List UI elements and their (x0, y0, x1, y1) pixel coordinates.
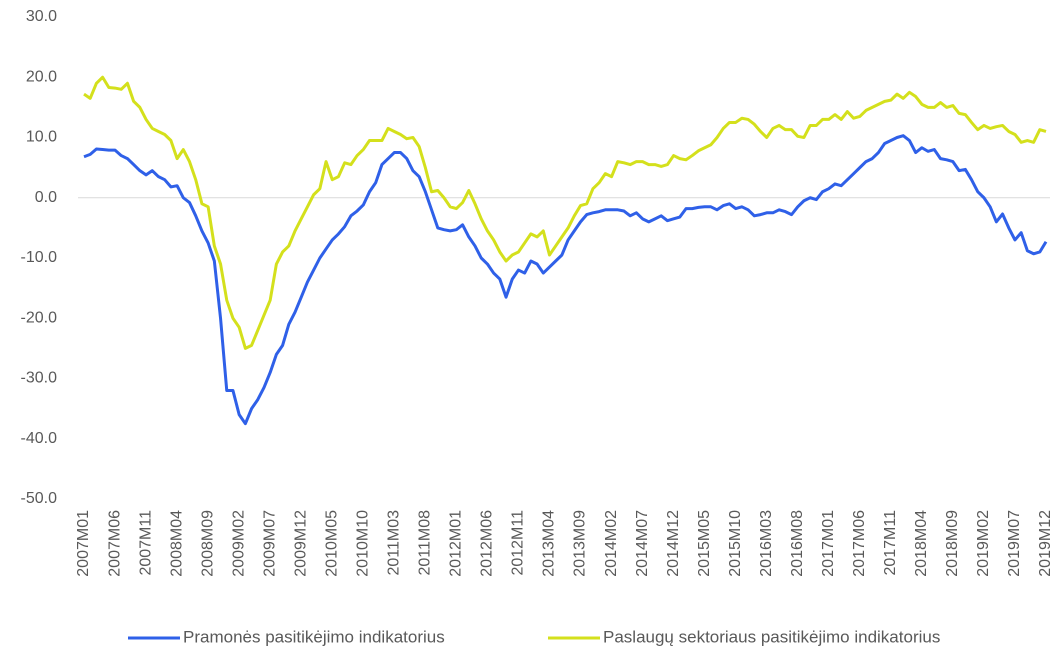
x-tick-label: 2017M06 (851, 510, 868, 577)
y-tick-label: 30.0 (26, 8, 57, 25)
series-line (83, 134, 1048, 426)
x-tick-label: 2011M03 (386, 510, 403, 576)
x-tick-label: 2014M02 (603, 510, 620, 577)
x-tick-label: 2009M02 (230, 510, 247, 577)
x-tick-label: 2012M01 (448, 510, 465, 577)
y-tick-label: -20.0 (21, 309, 58, 326)
x-tick-label: 2008M04 (168, 510, 185, 577)
legend-label: Paslaugų sektoriaus pasitikėjimo indikat… (603, 627, 940, 646)
y-tick-label: 0.0 (35, 189, 57, 206)
y-tick-label: 20.0 (26, 68, 57, 85)
x-tick-label: 2015M05 (696, 510, 713, 577)
y-tick-label: -40.0 (21, 430, 58, 447)
x-tick-label: 2009M12 (292, 510, 309, 577)
x-tick-label: 2010M05 (323, 510, 340, 577)
x-tick-label: 2007M11 (137, 510, 154, 576)
x-tick-label: 2011M08 (417, 510, 434, 576)
x-tick-label: 2019M07 (1006, 510, 1023, 577)
x-tick-label: 2012M06 (479, 510, 496, 577)
x-tick-label: 2019M02 (975, 510, 992, 577)
x-tick-label: 2014M12 (665, 510, 682, 577)
x-tick-label: 2018M09 (944, 510, 961, 577)
x-tick-label: 2014M07 (634, 510, 651, 577)
x-tick-label: 2007M01 (75, 510, 92, 577)
y-tick-label: -30.0 (21, 370, 58, 387)
x-tick-label: 2013M04 (541, 510, 558, 577)
x-tick-label: 2009M07 (261, 510, 278, 577)
x-tick-label: 2010M10 (355, 510, 372, 577)
x-tick-label: 2016M08 (789, 510, 806, 577)
x-tick-label: 2013M09 (572, 510, 589, 577)
x-tick-label: 2017M01 (820, 510, 837, 577)
y-tick-label: -50.0 (21, 490, 58, 507)
x-tick-label: 2012M11 (510, 510, 527, 576)
x-tick-label: 2019M12 (1037, 510, 1050, 577)
x-tick-label: 2015M10 (727, 510, 744, 577)
x-tick-label: 2018M04 (913, 510, 930, 577)
series-line (83, 75, 1047, 350)
x-tick-label: 2008M09 (199, 510, 216, 577)
x-tick-label: 2016M03 (758, 510, 775, 577)
legend-label: Pramonės pasitikėjimo indikatorius (183, 627, 445, 646)
y-tick-label: -10.0 (21, 249, 58, 266)
y-tick-label: 10.0 (26, 129, 57, 146)
x-tick-label: 2007M06 (106, 510, 123, 577)
x-tick-label: 2017M11 (882, 510, 899, 576)
